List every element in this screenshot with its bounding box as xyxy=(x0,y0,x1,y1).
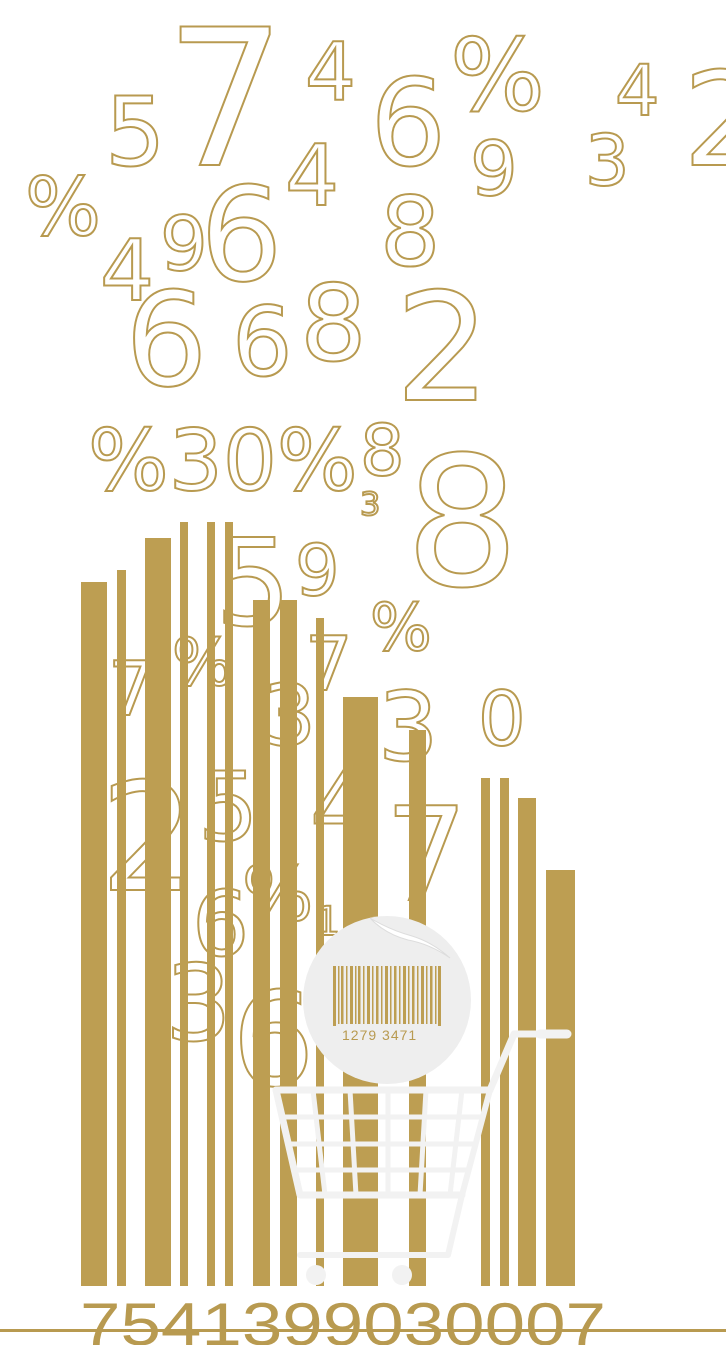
floating-number: 9 xyxy=(470,125,518,213)
floating-number: 0 xyxy=(478,675,526,763)
barcode-bar xyxy=(481,778,490,1286)
floating-number: 7 xyxy=(305,620,353,708)
barcode-bar xyxy=(145,538,171,1286)
floating-number: 3 xyxy=(585,120,630,202)
cart-wheel xyxy=(392,1265,412,1285)
barcode-number: 7541399030007 xyxy=(80,1291,606,1345)
barcode-bar xyxy=(225,522,233,1286)
barcode-bar xyxy=(500,778,509,1286)
floating-number: 9 xyxy=(160,200,208,288)
barcode-bar xyxy=(81,582,107,1286)
floating-number: 4 xyxy=(285,127,339,226)
floating-number: 5 xyxy=(105,78,165,188)
floating-number: 8 xyxy=(360,410,405,492)
barcode-bar xyxy=(518,798,536,1286)
barcode-sticker-icon: 1279 3471 xyxy=(303,916,471,1084)
floating-number: 3 xyxy=(378,673,438,783)
barcode-bar xyxy=(180,522,188,1286)
barcode-bar xyxy=(546,870,575,1286)
floating-number: 7 xyxy=(385,779,468,931)
floating-number: 6 xyxy=(125,264,208,416)
floating-number: 6 xyxy=(232,288,292,398)
floating-number: 6 xyxy=(200,159,283,311)
cart-wheel xyxy=(306,1265,326,1285)
floating-number: 8 xyxy=(300,263,367,385)
floating-number: %30% xyxy=(88,412,358,511)
floating-number: 6 xyxy=(370,55,446,194)
floating-number: 8 xyxy=(380,178,440,288)
barcode-bar xyxy=(117,570,126,1286)
floating-number: 4 xyxy=(615,50,660,132)
baseline-divider xyxy=(0,1329,726,1332)
floating-number: 9 xyxy=(295,530,340,612)
floating-number: 3 xyxy=(165,943,232,1065)
barcode-bar xyxy=(207,522,215,1286)
floating-number: 3 xyxy=(360,485,380,523)
floating-number: 2 xyxy=(395,262,490,436)
mini-barcode xyxy=(333,966,441,1026)
floating-number: 6 xyxy=(192,872,249,977)
floating-number: % xyxy=(25,161,101,254)
barcode-bar xyxy=(253,600,270,1286)
floating-number: 8 xyxy=(405,419,520,628)
floating-number: 7 xyxy=(165,0,286,210)
floating-number: % xyxy=(450,17,545,134)
floating-number: 4 xyxy=(100,222,154,321)
floating-number: 4 xyxy=(305,26,356,119)
floating-number: % xyxy=(242,850,313,938)
floating-number: 2 xyxy=(683,44,726,196)
shopping-cart-icon xyxy=(272,1029,572,1285)
sticker-number: 1279 3471 xyxy=(342,1027,417,1043)
floating-number: % xyxy=(370,591,432,666)
